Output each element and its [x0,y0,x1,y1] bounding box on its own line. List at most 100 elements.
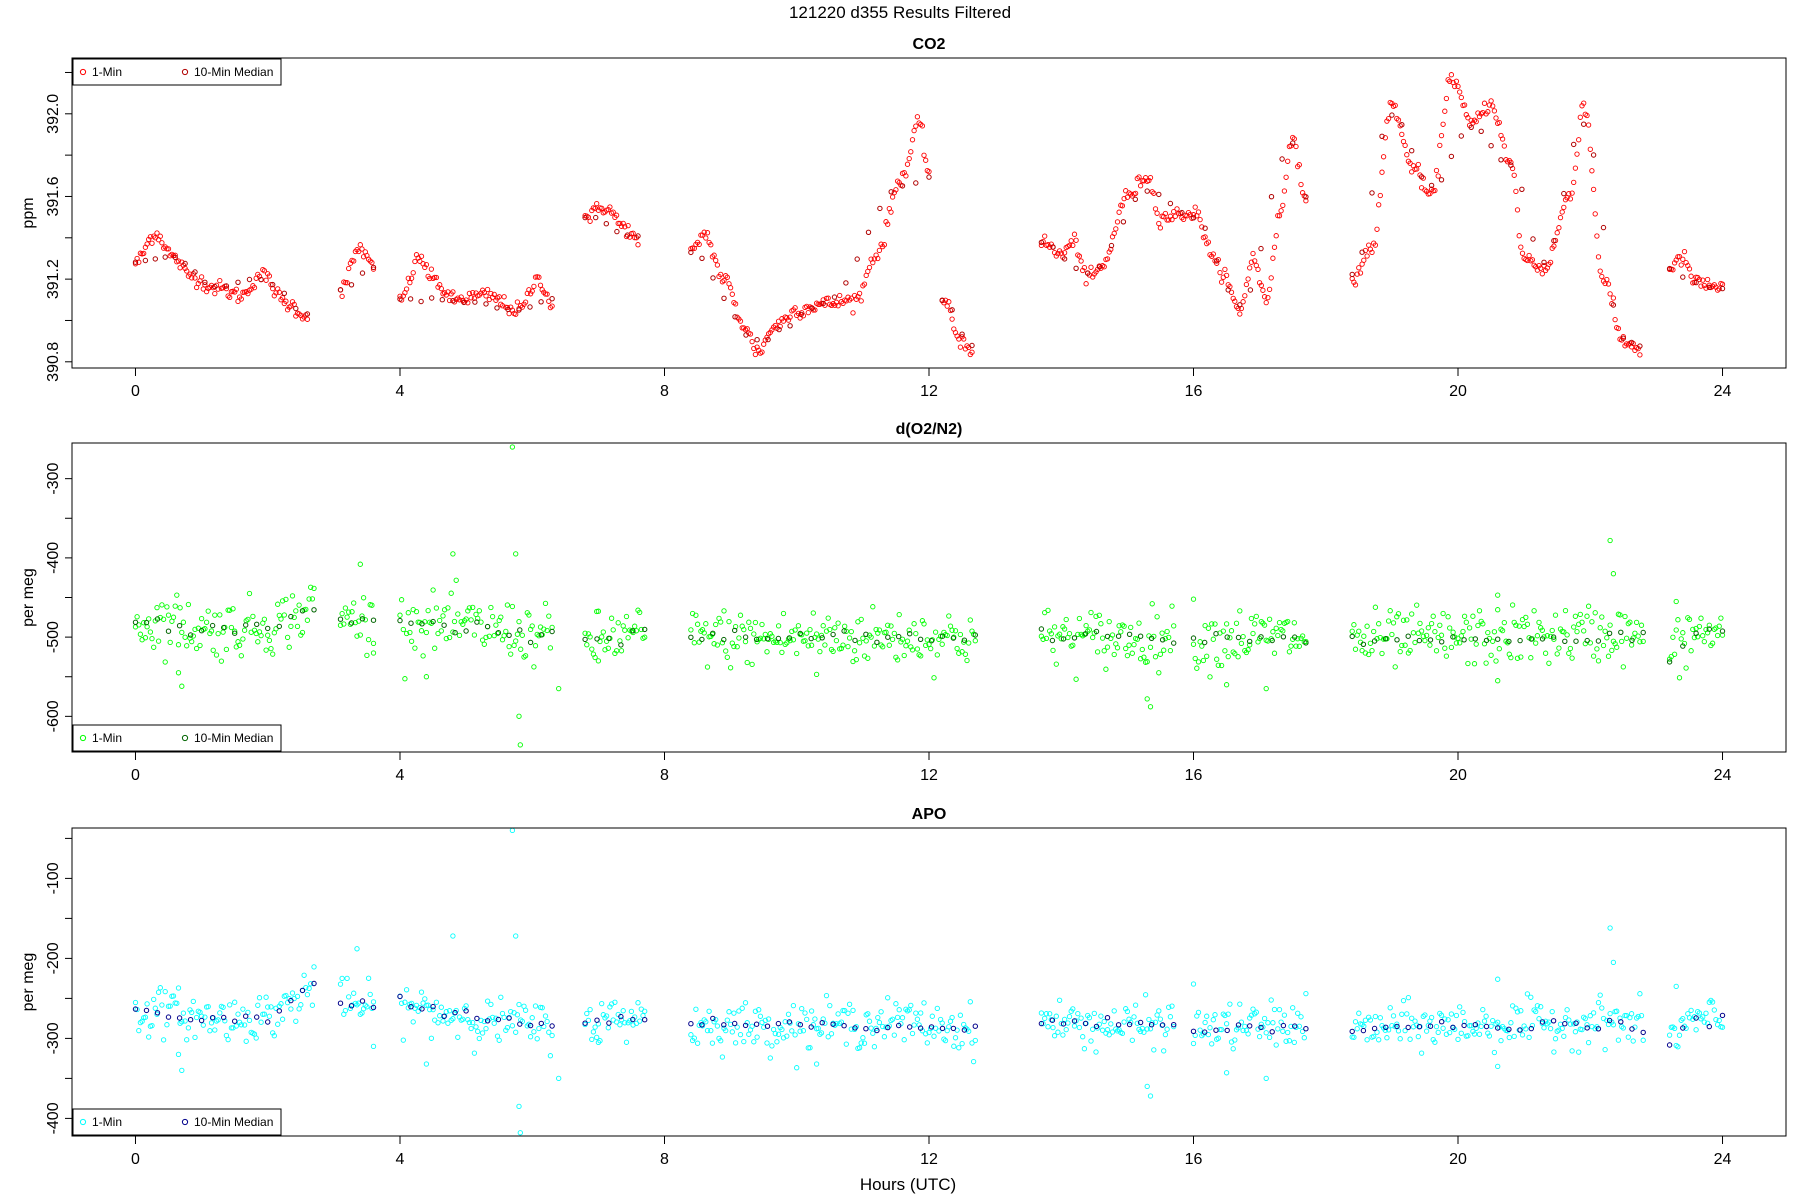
point-1min [513,1029,519,1035]
point-1min [1108,1021,1114,1027]
point-10min-median [419,1006,425,1012]
point-10min-median [1115,633,1122,639]
point-1min [1161,647,1167,653]
point-1min [742,1000,749,1006]
point-1min [1276,619,1283,626]
point-1min [1567,645,1574,652]
point-1min [344,280,350,286]
point-1min [845,1010,851,1016]
point-1min [422,264,428,271]
y-tick-label: -400 [45,542,62,574]
point-1min [208,1020,215,1026]
point-10min-median [1303,194,1309,200]
point-1min [1637,991,1643,997]
point-10min-median [1517,1027,1523,1033]
point-1min [1283,174,1289,180]
point-1min [516,713,522,719]
point-1min [1266,616,1273,622]
point-1min [286,644,292,650]
point-1min [721,608,727,614]
point-1min [1377,192,1383,199]
point-1min [1075,631,1081,638]
point-1min [250,613,256,620]
point-1min [456,632,463,639]
point-1min [1443,95,1450,102]
point-1min [227,294,233,301]
point-1min [1286,649,1293,655]
point-1min [1223,1070,1230,1076]
point-1min [804,303,810,310]
point-1min [508,1008,514,1015]
point-1min [704,1027,711,1034]
point-1min [772,1030,778,1037]
point-1min [522,653,529,659]
point-10min-median [429,295,435,301]
point-1min [957,1012,964,1018]
point-1min [787,637,793,644]
point-10min-median [549,1023,555,1029]
point-1min [1051,1033,1058,1039]
point-1min [304,617,311,623]
point-1min [848,295,854,301]
point-1min [1252,258,1258,264]
point-1min [238,296,244,302]
point-1min [484,998,491,1004]
point-1min [885,995,891,1001]
point-1min [542,1013,549,1019]
point-1min [1121,1019,1127,1025]
point-1min [952,1035,959,1041]
y-tick-label: -300 [45,463,62,495]
point-10min-median [1495,636,1501,642]
point-1min [782,641,788,648]
point-1min [1486,1033,1493,1039]
point-1min [364,652,370,659]
point-1min [1197,216,1203,223]
point-1min [298,1002,304,1008]
point-1min [850,1007,856,1014]
point-1min [1590,1010,1597,1016]
legend: 1-Min 10-Min Median [72,58,282,86]
point-1min [220,1004,226,1010]
point-10min-median [1082,631,1089,637]
point-1min [198,274,205,280]
point-1min [833,1021,840,1027]
point-1min [1473,118,1479,125]
point-1min [1352,1019,1359,1025]
point-1min [921,1000,927,1006]
x-tick-label: 20 [1449,1151,1467,1168]
point-1min [615,220,621,227]
point-1min [1581,628,1587,634]
point-1min [225,1036,231,1043]
point-1min [238,1022,244,1028]
point-1min [1048,631,1054,637]
point-1min [1584,112,1590,119]
point-1min [1090,274,1096,280]
point-1min [446,297,453,304]
point-1min [1199,224,1205,230]
point-1min [1514,655,1521,661]
point-10min-median [1693,630,1699,636]
point-1min [718,619,724,625]
point-10min-median [582,214,588,221]
point-1min [157,985,163,991]
point-1min [1678,636,1684,642]
point-1min [724,654,730,660]
point-1min [842,1007,848,1014]
point-1min [962,651,969,657]
point-10min-median [172,254,178,261]
point-10min-median [950,1025,957,1032]
point-1min [1442,1016,1448,1022]
point-10min-median [182,260,188,267]
point-10min-median [419,621,425,627]
point-1min [723,648,729,654]
point-10min-median [288,997,294,1004]
point-1min [918,653,924,659]
point-10min-median [1383,1024,1389,1031]
point-1min [904,161,911,167]
point-1min [1493,115,1499,121]
point-1min [1595,999,1602,1006]
point-1min [1068,238,1074,244]
point-1min [218,658,225,664]
point-10min-median [299,608,306,614]
point-1min [1124,652,1131,659]
